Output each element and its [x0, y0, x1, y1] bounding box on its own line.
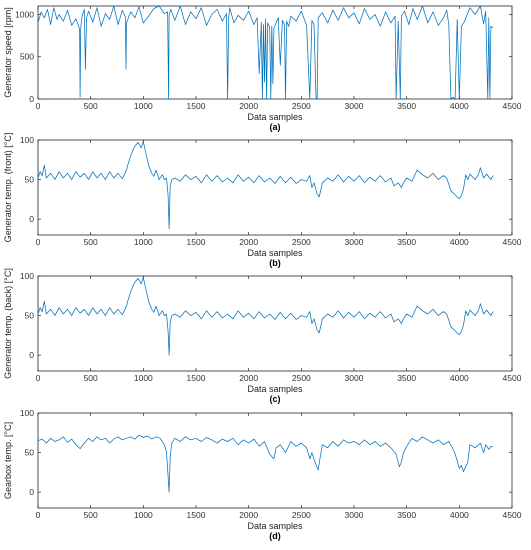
x-tick-label: 500: [84, 373, 98, 383]
x-tick-label: 4500: [503, 373, 522, 383]
x-tick-label: 3500: [397, 101, 416, 111]
x-axis-label: Data samples: [247, 112, 303, 122]
data-series-line: [37, 434, 494, 493]
y-tick-label: 500: [20, 52, 34, 62]
y-axis-label: Generator temp. (front) [°C]: [3, 133, 13, 243]
panel-label: (b): [269, 258, 281, 268]
x-tick-label: 1500: [187, 237, 206, 247]
y-tick-label: 100: [20, 271, 34, 281]
x-tick-label: 500: [84, 510, 98, 520]
x-tick-label: 3500: [397, 237, 416, 247]
plot-area: [37, 275, 513, 372]
x-tick-label: 3000: [345, 510, 364, 520]
data-series-line: [37, 141, 494, 230]
plot-area: [37, 412, 513, 509]
y-axis-label: Generator temp. (back) [°C]: [3, 268, 13, 379]
x-tick-label: 2500: [292, 101, 311, 111]
x-tick-label: 500: [84, 101, 98, 111]
y-tick-label: 0: [29, 94, 34, 104]
chart-panel-2: 0 500 1000 1500 2000 2500 3000 3500 4000 4500 0 50 1…: [3, 133, 522, 268]
chart-panel-4: 0 500 1000 1500 2000 2500 3000 3500 4000 4500 0 50 1…: [3, 408, 522, 541]
x-axis-label: Data samples: [247, 248, 303, 258]
panel-label: (d): [269, 531, 281, 541]
x-tick-label: 3500: [397, 373, 416, 383]
x-tick-label: 2500: [292, 373, 311, 383]
x-tick-label: 4500: [503, 510, 522, 520]
x-tick-label: 2500: [292, 237, 311, 247]
y-axis-label: Gearbox temp. [°C]: [3, 422, 13, 499]
x-axis-label: Data samples: [247, 384, 303, 394]
plot-area: [37, 139, 513, 236]
x-tick-label: 2000: [239, 101, 258, 111]
y-tick-label: 0: [29, 214, 34, 224]
y-tick-label: 100: [20, 408, 34, 418]
x-tick-label: 0: [36, 510, 41, 520]
x-tick-label: 1500: [187, 373, 206, 383]
y-tick-label: 50: [25, 311, 35, 321]
y-tick-label: 50: [25, 175, 35, 185]
x-tick-label: 4500: [503, 101, 522, 111]
plot-area: [37, 5, 513, 100]
panel-label: (c): [270, 394, 281, 404]
y-tick-label: 1000: [15, 9, 34, 19]
x-tick-label: 4500: [503, 237, 522, 247]
x-tick-label: 1500: [187, 101, 206, 111]
x-tick-label: 4000: [450, 237, 469, 247]
x-tick-label: 1000: [134, 373, 153, 383]
data-series-line: [37, 5, 494, 100]
x-tick-label: 1000: [134, 237, 153, 247]
x-axis-label: Data samples: [247, 521, 303, 531]
x-tick-label: 0: [36, 101, 41, 111]
x-tick-label: 3000: [345, 237, 364, 247]
x-tick-label: 500: [84, 237, 98, 247]
x-tick-label: 4000: [450, 373, 469, 383]
x-tick-label: 2500: [292, 510, 311, 520]
chart-panel-3: 0 500 1000 1500 2000 2500 3000 3500 4000 4500 0 50 1…: [3, 268, 522, 404]
x-tick-label: 2000: [239, 237, 258, 247]
chart-panel-1: 0 500 1000 1500 2000 2500 3000 3500 4000 4500 0 500…: [3, 5, 522, 132]
y-tick-label: 0: [29, 350, 34, 360]
x-tick-label: 3000: [345, 373, 364, 383]
y-tick-label: 0: [29, 487, 34, 497]
data-series-line: [37, 277, 494, 356]
x-tick-label: 1500: [187, 510, 206, 520]
x-tick-label: 4000: [450, 101, 469, 111]
y-tick-label: 50: [25, 448, 35, 458]
x-tick-label: 1000: [134, 101, 153, 111]
x-tick-label: 3500: [397, 510, 416, 520]
x-tick-label: 0: [36, 373, 41, 383]
y-tick-label: 100: [20, 135, 34, 145]
y-axis-label: Generator speed [rpm]: [3, 7, 13, 98]
x-tick-label: 2000: [239, 373, 258, 383]
x-tick-label: 4000: [450, 510, 469, 520]
x-tick-label: 1000: [134, 510, 153, 520]
x-tick-label: 0: [36, 237, 41, 247]
panel-label: (a): [270, 122, 281, 132]
x-tick-label: 2000: [239, 510, 258, 520]
x-tick-label: 3000: [345, 101, 364, 111]
